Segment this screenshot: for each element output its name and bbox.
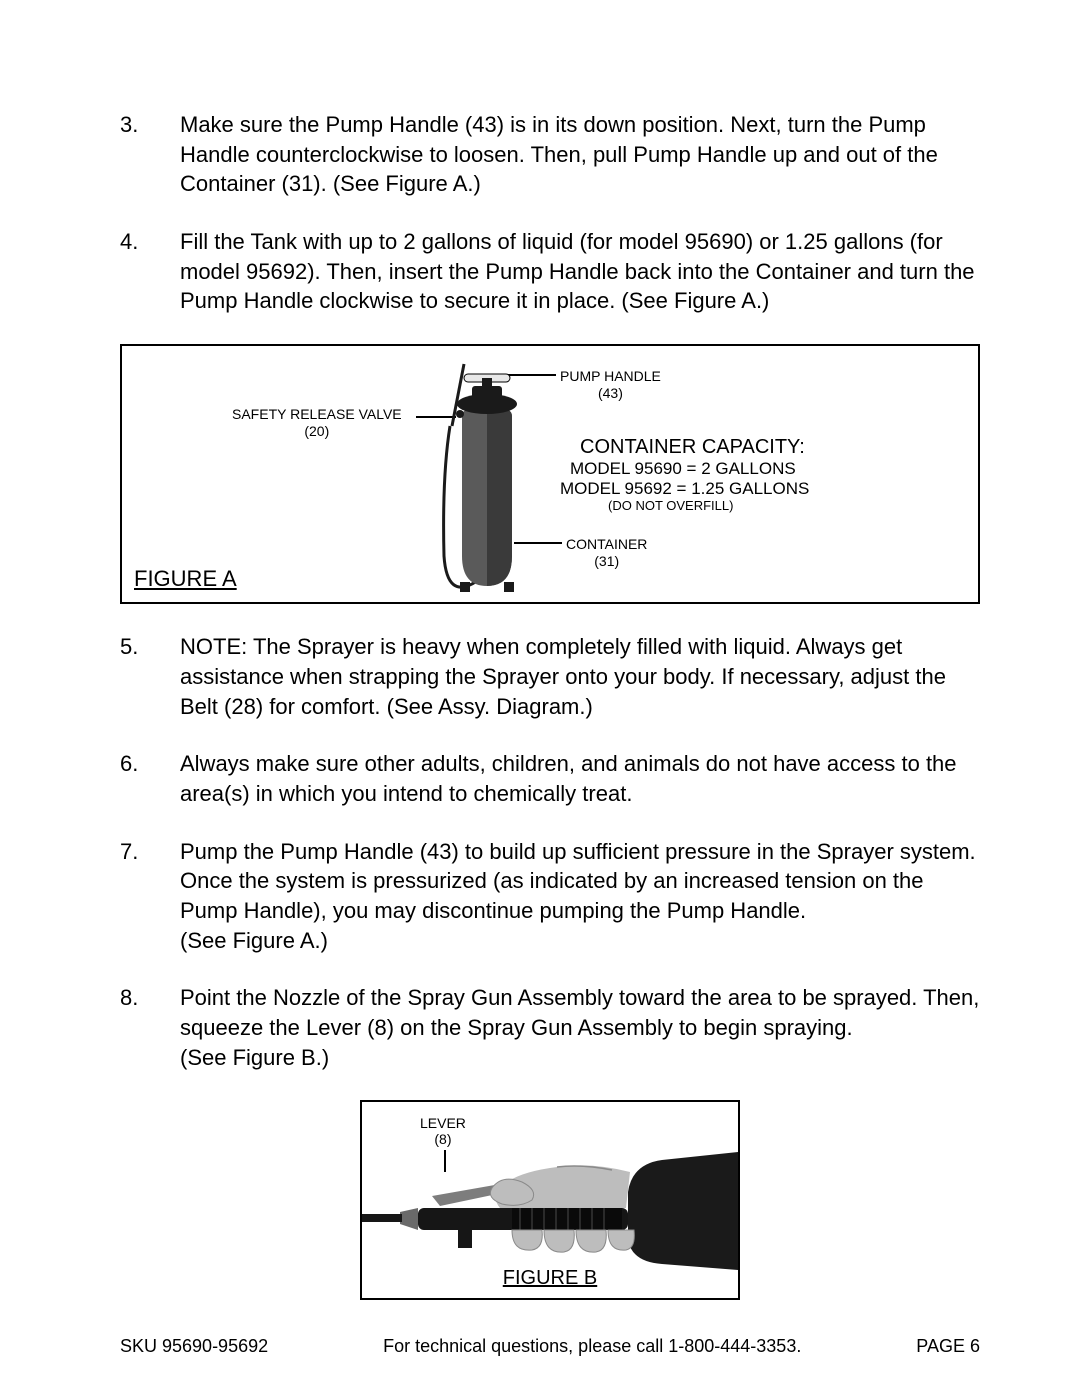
step-text: Point the Nozzle of the Spray Gun Assemb…: [180, 983, 980, 1072]
step-text: NOTE: The Sprayer is heavy when complete…: [180, 632, 980, 721]
page-footer: SKU 95690-95692 For technical questions,…: [120, 1336, 980, 1357]
container-label: CONTAINER (31): [566, 536, 647, 570]
container-text: CONTAINER: [566, 536, 647, 552]
step-text: Pump the Pump Handle (43) to build up su…: [180, 837, 980, 956]
step-text: Fill the Tank with up to 2 gallons of li…: [180, 227, 980, 316]
ph-text: PUMP HANDLE: [560, 368, 661, 384]
ph-num: (43): [598, 385, 623, 401]
figure-b: LEVER (8): [360, 1100, 740, 1300]
capacity-title: CONTAINER CAPACITY:: [580, 434, 805, 461]
step-7: 7. Pump the Pump Handle (43) to build up…: [120, 837, 980, 956]
leader-line: [514, 542, 562, 544]
step-number: 8.: [120, 983, 180, 1072]
step-5: 5. NOTE: The Sprayer is heavy when compl…: [120, 632, 980, 721]
capacity-note: (DO NOT OVERFILL): [608, 497, 733, 515]
step-text: Make sure the Pump Handle (43) is in its…: [180, 110, 980, 199]
srv-num: (20): [304, 423, 329, 439]
step-6: 6. Always make sure other adults, childr…: [120, 749, 980, 808]
step-number: 7.: [120, 837, 180, 956]
step-number: 6.: [120, 749, 180, 808]
footer-sku: SKU 95690-95692: [120, 1336, 268, 1357]
safety-release-valve-label: SAFETY RELEASE VALVE (20): [232, 406, 402, 440]
step-8: 8. Point the Nozzle of the Spray Gun Ass…: [120, 983, 980, 1072]
sprayer-illustration: [442, 356, 532, 609]
step-number: 4.: [120, 227, 180, 316]
figure-b-caption: FIGURE B: [362, 1265, 738, 1292]
step-number: 5.: [120, 632, 180, 721]
step-3: 3. Make sure the Pump Handle (43) is in …: [120, 110, 980, 199]
footer-page: PAGE 6: [916, 1336, 980, 1357]
instruction-steps: 3. Make sure the Pump Handle (43) is in …: [120, 110, 980, 1300]
step-text: Always make sure other adults, children,…: [180, 749, 980, 808]
step-4: 4. Fill the Tank with up to 2 gallons of…: [120, 227, 980, 316]
manual-page: 3. Make sure the Pump Handle (43) is in …: [0, 0, 1080, 1397]
footer-support: For technical questions, please call 1-8…: [383, 1336, 801, 1357]
pump-handle-label: PUMP HANDLE (43): [560, 368, 661, 402]
srv-text: SAFETY RELEASE VALVE: [232, 406, 402, 422]
spray-gun-illustration: [362, 1112, 738, 1282]
container-num: (31): [594, 553, 619, 569]
figure-a-caption: FIGURE A: [134, 564, 237, 594]
figure-b-wrap: LEVER (8): [120, 1100, 980, 1300]
step-number: 3.: [120, 110, 180, 199]
figure-a: SAFETY RELEASE VALVE (20) PUMP HANDLE (4…: [120, 344, 980, 604]
